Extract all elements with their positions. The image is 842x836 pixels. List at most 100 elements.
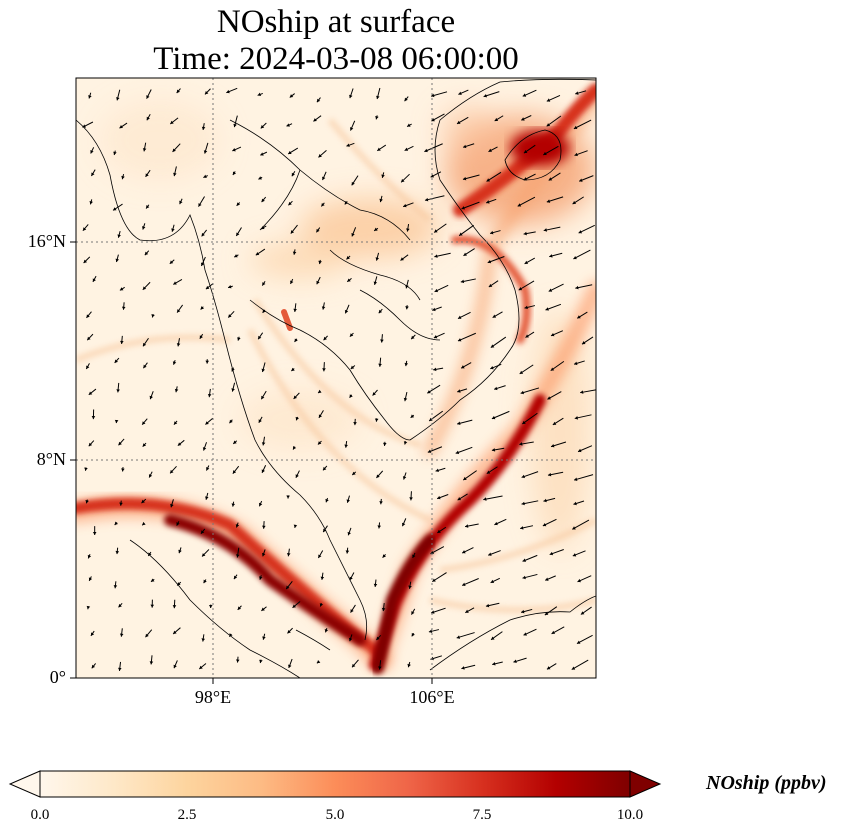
wind-arrow-head (203, 579, 207, 584)
wind-arrow-head (141, 499, 145, 504)
wind-arrow-head (490, 365, 494, 370)
wind-arrow-head (546, 666, 551, 670)
wind-arrow-head (579, 178, 583, 182)
wind-arrow-head (318, 260, 322, 265)
wind-arrow-head (545, 577, 549, 581)
wind-arrow-head (523, 231, 527, 236)
wind-arrow-head (321, 306, 326, 310)
wind-arrow-head (430, 550, 434, 555)
wind-arrow-head (176, 89, 180, 94)
faint-plume-lines (76, 118, 596, 613)
wind-arrow-head (580, 611, 585, 615)
wind-arrow-head (513, 659, 517, 664)
wind-arrow-head (376, 636, 380, 640)
wind-arrow-head (522, 558, 527, 562)
wind-arrow-head (262, 525, 266, 529)
wind-arrow-head (118, 667, 122, 671)
wind-arrow-head (121, 306, 126, 310)
colorbar-gradient (39, 770, 631, 798)
wind-arrow-head (344, 200, 349, 205)
wind-arrow-head (521, 501, 525, 506)
wind-arrow-head (261, 368, 266, 373)
wind-arrow-head (574, 152, 578, 157)
wind-arrow-head (119, 502, 123, 506)
wind-arrow-head (401, 522, 406, 527)
wind-arrow-head (432, 578, 436, 582)
wind-arrow-head (207, 393, 212, 398)
wind-arrow-head (577, 578, 581, 583)
wind-arrow-head (142, 286, 147, 290)
wind-arrow-head (145, 633, 149, 638)
wind-arrow-head (457, 389, 461, 393)
wind-arrow-head (318, 414, 323, 418)
coastlines (76, 78, 596, 678)
wind-arrow-head (549, 551, 554, 556)
wind-arrow-head (172, 361, 177, 365)
wind-arrow-head (91, 172, 95, 176)
wind-arrow-head (521, 117, 525, 121)
wind-arrow (573, 474, 594, 481)
wind-arrow-head (349, 94, 353, 99)
colorbar-tick-label: 2.5 (177, 807, 197, 823)
colorbar (8, 770, 662, 798)
wind-arrow-head (577, 315, 581, 319)
wind-arrow-head (461, 365, 465, 369)
wind-arrow-head (376, 95, 380, 100)
wind-arrow-head (236, 202, 241, 206)
wind-arrow-head (430, 174, 435, 178)
wind-arrow-head (233, 440, 237, 444)
colorbar-tick-label: 5.0 (325, 807, 345, 823)
wind-arrow-head (205, 496, 209, 500)
wind-arrow (456, 632, 475, 639)
wind-arrow-head (321, 202, 325, 207)
wind-arrow-head (492, 314, 497, 318)
colorbar-tick-label: 0.0 (30, 807, 50, 823)
wind-arrow-head (88, 577, 93, 581)
wind-arrow-head (350, 609, 354, 613)
wind-arrow-head (142, 443, 147, 447)
wind-arrow-head (457, 338, 462, 342)
wind-arrow-head (293, 308, 297, 312)
wind-arrow-head (203, 150, 208, 154)
wind-arrow-head (255, 252, 260, 256)
wind-arrow-head (232, 171, 237, 176)
wind-arrow-head (488, 552, 492, 556)
wind-arrow-head (201, 638, 206, 642)
wind-arrow-head (176, 343, 181, 347)
wind-arrow-head (322, 368, 326, 372)
wind-arrow-head (431, 118, 435, 122)
wind-arrow-head (116, 97, 120, 101)
wind-arrow-head (199, 335, 203, 339)
wind-arrow-head (262, 309, 266, 313)
wind-arrow-head (286, 495, 290, 499)
wind-arrow-head (404, 362, 409, 367)
wind-arrow-head (377, 147, 381, 151)
wind-arrow-head (546, 199, 551, 203)
lat-tick-label: 16°N (27, 231, 66, 251)
wind-arrow-head (434, 288, 439, 293)
wind-arrow-head (344, 444, 348, 448)
wind-arrow-head (401, 178, 405, 183)
wind-arrow-head (463, 252, 467, 256)
wind-arrow-head (524, 260, 529, 264)
wind-arrow-head (171, 228, 175, 232)
wind-arrow-head (261, 395, 265, 400)
wind-arrow-head (547, 396, 551, 400)
wind-arrow-head (434, 229, 438, 233)
wind-arrow-head (432, 307, 436, 312)
wind-arrow-head (202, 553, 206, 557)
wind-arrow-head (462, 176, 467, 181)
wind-arrow-head (374, 227, 378, 231)
wind-arrow (520, 387, 540, 394)
wind-arrow-head (114, 521, 119, 525)
wind-arrow-head (208, 604, 213, 609)
wind-arrow (424, 195, 445, 201)
wind-arrow-head (575, 285, 579, 290)
wind-arrow-head (429, 417, 433, 421)
wind-arrow-head (407, 123, 411, 127)
wind-arrow-head (409, 497, 413, 501)
wind-arrow-head (228, 314, 232, 318)
wind-arrow-head (286, 585, 290, 590)
wind-arrow-head (457, 120, 461, 124)
wind-arrow-head (200, 262, 205, 266)
